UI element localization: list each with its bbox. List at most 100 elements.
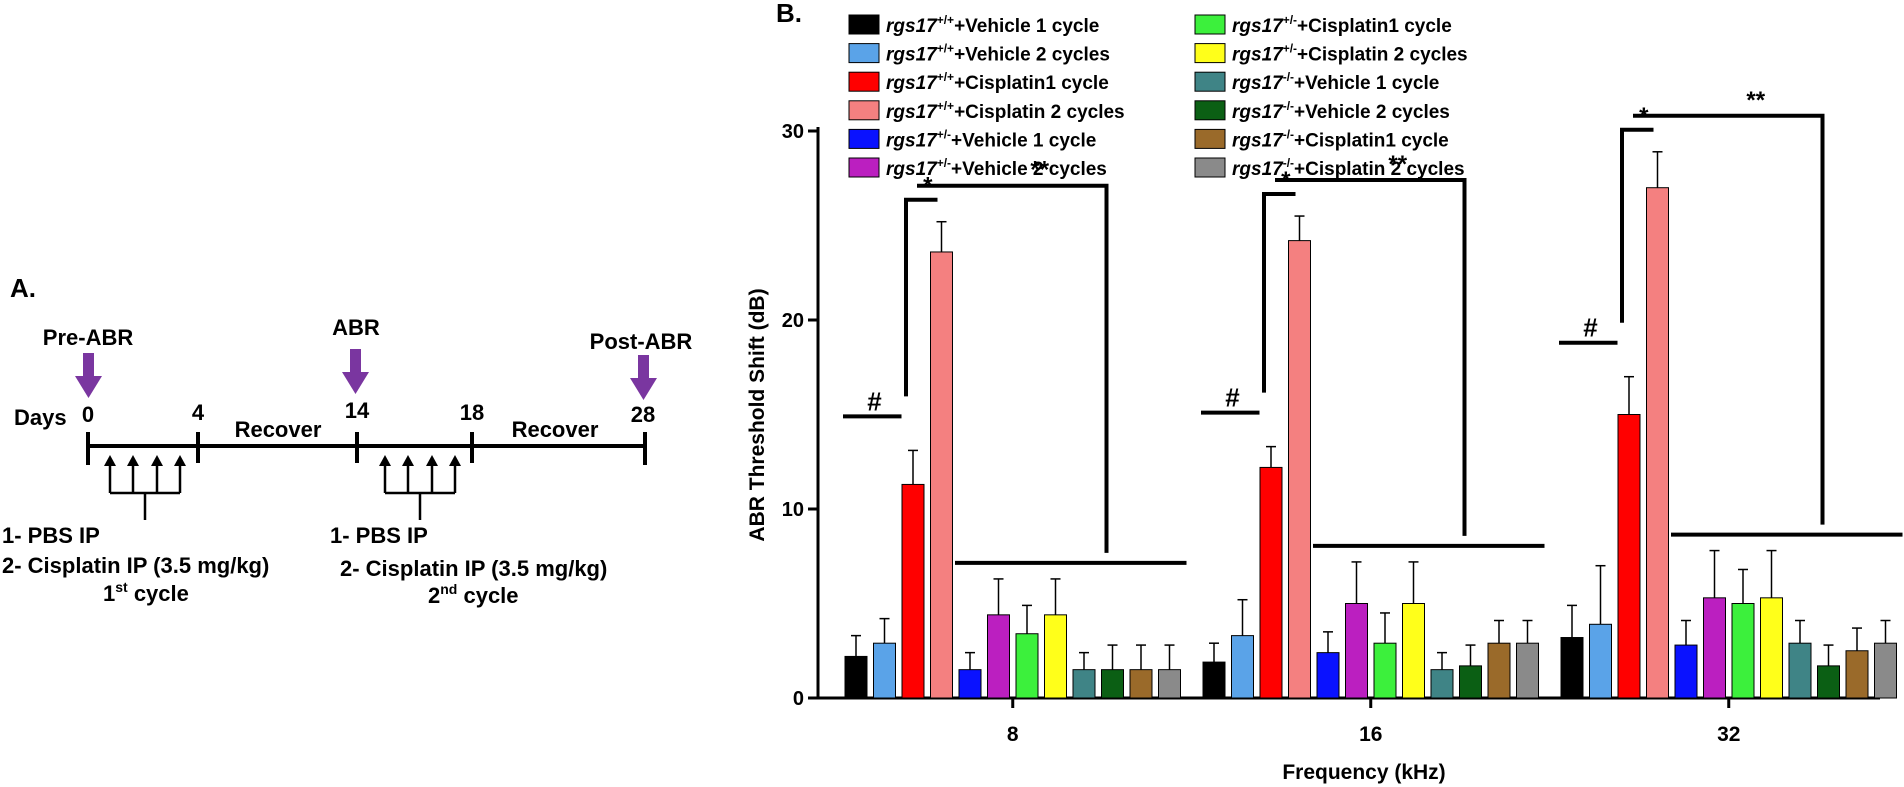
hash-annotation: # [1583, 313, 1598, 343]
days-label: Days [14, 405, 67, 430]
legend-entry: rgs17+/-+Vehicle 1 cycle [886, 127, 1096, 151]
cycle-1-cisplatin: 2- Cisplatin IP (3.5 mg/kg) [2, 553, 269, 578]
legend-entry: rgs17-/-+Cisplatin 2 cycles [1232, 156, 1465, 180]
legend-swatch [848, 14, 880, 35]
double-star-bracket-line [1633, 113, 1825, 525]
legend-swatch [1194, 43, 1226, 64]
bar [1129, 669, 1153, 699]
cycle-2-arrowheads [379, 455, 461, 466]
bar [1259, 466, 1283, 699]
cycle-1-arrowheads [104, 455, 186, 466]
y-tick-label: 10 [782, 499, 804, 521]
legend-entry: rgs17+/-+Vehicle 2 cycles [886, 156, 1107, 180]
cycle-1-label: 1st cycle [103, 579, 189, 606]
legend-entry: rgs17-/-+Vehicle 1 cycle [1232, 70, 1439, 94]
legend-entry: rgs17+/++Vehicle 2 cycles [886, 42, 1110, 66]
day-14-label: 14 [345, 398, 370, 423]
chart-legend: rgs17+/++Vehicle 1 cycle rgs17+/++Vehicle… [848, 13, 1468, 180]
day-28-label: 28 [631, 402, 655, 427]
x-tick-label: 16 [1359, 723, 1382, 746]
double-star-annotation: ** [1746, 87, 1765, 114]
bar [1874, 642, 1897, 699]
bar [1373, 642, 1397, 699]
bar [1703, 597, 1726, 699]
x-tick-label: 8 [1007, 723, 1019, 746]
bar [1617, 414, 1641, 699]
legend-swatch [848, 128, 880, 149]
recover-2-label: Recover [512, 417, 599, 442]
bar [901, 483, 925, 699]
bar [1345, 603, 1368, 699]
panel-b-label: B. [776, 0, 802, 28]
legend-swatch [1194, 14, 1226, 35]
bar [1788, 642, 1812, 699]
legend-swatch [848, 157, 880, 178]
bar [1845, 650, 1869, 699]
abr-arrow-icon [342, 349, 369, 394]
bar [1459, 665, 1482, 699]
bar [1674, 644, 1698, 699]
double-star-bracket-line [1275, 178, 1467, 536]
x-tick-label: 32 [1717, 723, 1740, 746]
hash-annotation: # [1225, 383, 1240, 413]
legend-entry: rgs17+/++Cisplatin1 cycle [886, 70, 1109, 94]
bar [1158, 669, 1181, 699]
bar [1101, 669, 1124, 699]
cycle-2-pbs: 1- PBS IP [330, 523, 428, 548]
y-tick-label: 0 [793, 688, 804, 710]
bar [958, 669, 982, 699]
y-tick-label: 30 [782, 121, 804, 143]
cycle-2-cisplatin: 2- Cisplatin IP (3.5 mg/kg) [340, 556, 607, 581]
legend-entry: rgs17-/-+Cisplatin1 cycle [1232, 127, 1449, 151]
bar [1560, 637, 1584, 699]
legend-swatch [1194, 157, 1226, 178]
legend-entry: rgs17+/-+Cisplatin1 cycle [1232, 13, 1452, 37]
cycle-1-injection-arrows [108, 462, 182, 520]
x-axis-title: Frequency (kHz) [1282, 761, 1445, 784]
bar [1646, 187, 1669, 699]
star-bracket-line [1262, 192, 1296, 393]
legend-entry: rgs17-/-+Vehicle 2 cycles [1232, 99, 1450, 123]
double-star-bracket-line [917, 183, 1109, 553]
post-abr-arrow-icon [630, 355, 657, 400]
bar [1288, 240, 1311, 699]
star-bracket-line [904, 197, 938, 397]
day-4-label: 4 [192, 400, 205, 425]
legend-entry: rgs17+/++Cisplatin 2 cycles [886, 99, 1125, 123]
bar [1202, 661, 1226, 699]
pre-abr-label: Pre-ABR [43, 325, 134, 350]
bar [1072, 669, 1096, 699]
legend-entry: rgs17+/++Vehicle 1 cycle [886, 13, 1099, 37]
double-star-annotation: ** [1388, 151, 1407, 178]
bar [1760, 597, 1783, 699]
bar [1589, 623, 1612, 699]
cycle-2-label: 2nd cycle [428, 581, 519, 608]
star-bracket-line [1620, 127, 1654, 323]
timeline-axis [86, 432, 647, 465]
legend-swatch [1194, 71, 1226, 92]
hash-annotation: # [867, 386, 882, 416]
cycle-1-pbs: 1- PBS IP [2, 523, 100, 548]
panel-a-timeline: A. Pre-ABR ABR Post-ABR Days 0 4 14 18 2… [2, 273, 692, 608]
bar [1817, 665, 1840, 699]
pre-abr-arrow-icon [75, 353, 102, 398]
legend-swatch [848, 43, 880, 64]
bar [1316, 652, 1340, 699]
bar [1044, 614, 1067, 699]
legend-swatch [1194, 100, 1226, 121]
day-18-label: 18 [460, 400, 484, 425]
bar [1430, 669, 1454, 699]
bar [1731, 603, 1755, 699]
bar [1487, 642, 1511, 699]
abr-label: ABR [332, 315, 380, 340]
bar [1516, 642, 1539, 699]
legend-swatch [848, 100, 880, 121]
day-0-label: 0 [82, 402, 94, 427]
bar [987, 614, 1010, 699]
legend-swatch [848, 71, 880, 92]
bar [1015, 633, 1039, 699]
bar-chart: 0 10 20 30 ABR Threshold Shift (dB) Frequency… [746, 87, 1903, 784]
panel-a-label: A. [10, 273, 36, 303]
y-axis-title: ABR Threshold Shift (dB) [746, 288, 769, 541]
